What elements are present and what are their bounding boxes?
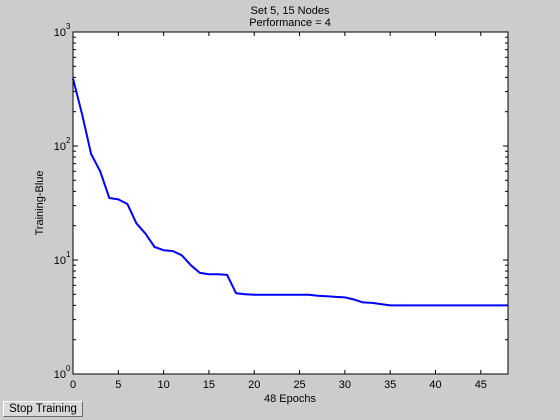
x-tick-label: 30 bbox=[339, 379, 351, 391]
y-tick-label-base: 10 bbox=[54, 255, 66, 267]
y-tick-label-base: 10 bbox=[54, 27, 66, 39]
x-tick-label: 35 bbox=[384, 379, 396, 391]
y-tick-label-base: 10 bbox=[54, 369, 66, 381]
x-tick-label: 20 bbox=[248, 379, 260, 391]
chart-title: Set 5, 15 Nodes bbox=[251, 5, 330, 17]
y-tick-label-base: 10 bbox=[54, 141, 66, 153]
y-tick-label-exponent: 0 bbox=[66, 364, 71, 373]
chart-subtitle: Performance = 4 bbox=[249, 17, 331, 29]
plot-area bbox=[73, 32, 508, 374]
x-tick-label: 10 bbox=[158, 379, 170, 391]
y-axis-label: Training-Blue bbox=[34, 170, 46, 235]
y-tick-label-exponent: 1 bbox=[66, 250, 71, 259]
y-tick-label-exponent: 2 bbox=[66, 136, 71, 145]
x-tick-label: 0 bbox=[70, 379, 76, 391]
x-tick-label: 45 bbox=[475, 379, 487, 391]
axes-box bbox=[72, 31, 509, 375]
y-tick-label-exponent: 3 bbox=[66, 22, 71, 31]
x-tick-label: 5 bbox=[115, 379, 121, 391]
training-error-line bbox=[72, 78, 508, 307]
x-tick-label: 15 bbox=[203, 379, 215, 391]
stop-training-button[interactable]: Stop Training bbox=[3, 401, 83, 417]
x-tick-label: 25 bbox=[293, 379, 305, 391]
x-axis-label: 48 Epochs bbox=[264, 393, 316, 405]
x-tick-label: 40 bbox=[429, 379, 441, 391]
